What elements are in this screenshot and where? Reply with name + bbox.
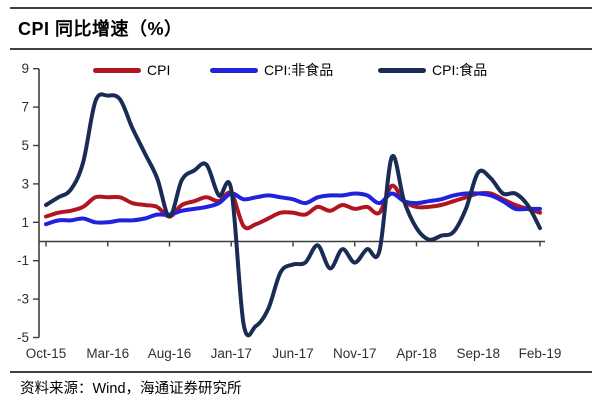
x-tick-label: Jan-17: [211, 346, 252, 361]
y-tick-label: 1: [21, 215, 29, 230]
x-tick-label: Jun-17: [272, 346, 313, 361]
series-line-cpi-nonfood: [44, 191, 542, 227]
legend-item-cpi: CPI: [93, 62, 170, 78]
x-tick-label: Nov-17: [333, 346, 377, 361]
x-tick-label: Mar-16: [86, 346, 129, 361]
top-divider: [10, 7, 592, 9]
y-tick-label: -1: [17, 253, 29, 268]
series-line-cpi-food: [44, 92, 542, 338]
x-tick-label: Apr-18: [396, 346, 437, 361]
legend-swatch-cpi: [93, 67, 141, 73]
legend-swatch-cpi-nonfood: [210, 67, 258, 73]
legend-label: CPI:非食品: [264, 62, 334, 78]
bottom-divider: [10, 371, 592, 373]
x-tick-label: Sep-18: [456, 346, 500, 361]
series-line-cpi: [44, 183, 542, 231]
legend-swatch-cpi-food: [378, 67, 426, 73]
legend-label: CPI:食品: [432, 62, 488, 78]
x-tick-label: Feb-19: [519, 346, 562, 361]
y-tick-label: -5: [17, 330, 29, 345]
legend-label: CPI: [147, 62, 171, 78]
x-tick-label: Aug-16: [148, 346, 192, 361]
y-tick-label: 5: [21, 138, 29, 153]
legend-item-cpi-food: CPI:食品: [378, 62, 487, 78]
y-tick-label: -3: [17, 292, 29, 307]
y-tick-label: 7: [21, 100, 29, 115]
source-note: 资料来源：Wind，海通证券研究所: [20, 381, 242, 397]
y-tick-label: 9: [21, 61, 29, 76]
title-divider: [10, 48, 592, 50]
legend-item-cpi-nonfood: CPI:非食品: [210, 62, 333, 78]
x-tick-label: Oct-15: [26, 346, 67, 361]
y-tick-label: 3: [21, 176, 29, 191]
chart-title: CPI 同比增速（%）: [18, 19, 183, 39]
